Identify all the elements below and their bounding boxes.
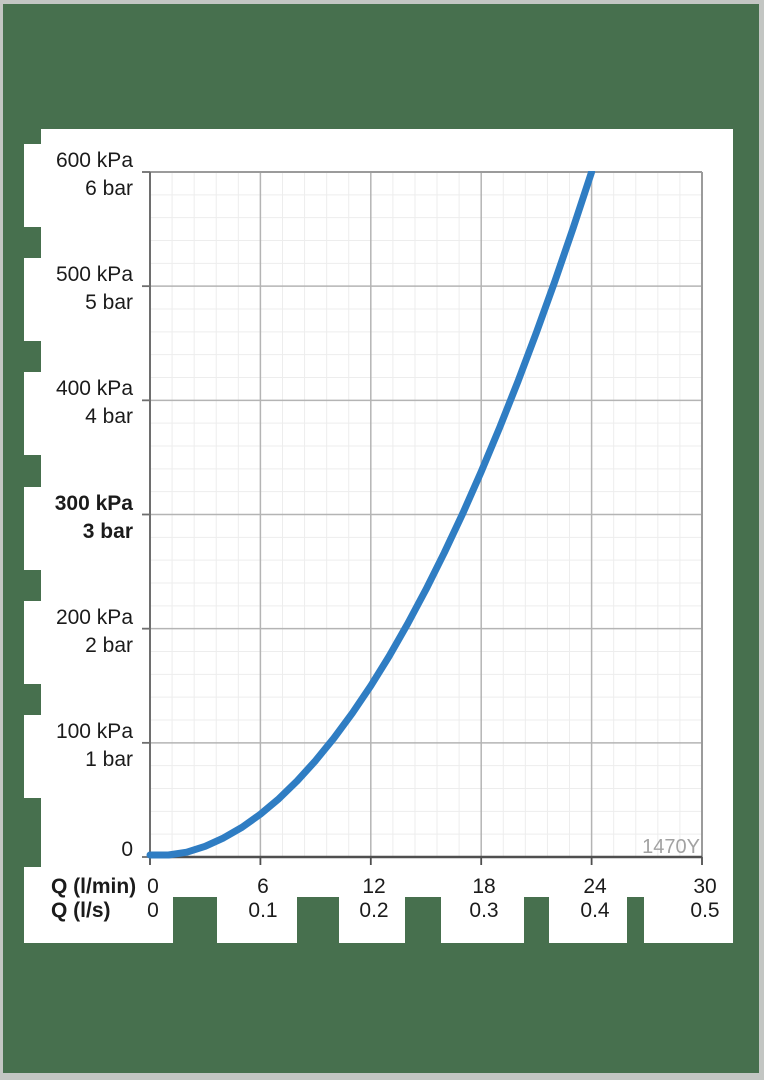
chart-panel [41, 129, 733, 897]
x-axis-title-ls: Q (l/s) [51, 899, 111, 922]
label-step-block [339, 896, 405, 943]
y-axis-label: 400 kPa 4 bar [56, 375, 133, 431]
y-axis-label: 500 kPa 5 bar [56, 261, 133, 317]
x-axis-value: 0.1 [248, 899, 278, 922]
x-axis-value: 0 [147, 875, 159, 898]
label-step-block [24, 144, 42, 227]
y-axis-label-bar: 1 bar [85, 748, 133, 771]
y-axis-zero-label: 0 [121, 838, 133, 861]
label-step-block [24, 715, 42, 798]
x-axis-value: 30 [693, 875, 717, 898]
x-axis-value: 0.5 [690, 899, 720, 922]
watermark-label: 1470Y [642, 836, 700, 858]
x-axis-value: 0.3 [469, 899, 499, 922]
plot-area [142, 171, 703, 865]
y-axis-label-bar: 5 bar [85, 291, 133, 314]
x-axis-value: 24 [583, 875, 607, 898]
x-axis-title-lmin: Q (l/min) [51, 875, 137, 898]
x-axis-value: 18 [472, 875, 496, 898]
label-step-block [24, 372, 42, 455]
y-axis-label: 100 kPa 1 bar [56, 718, 133, 774]
y-axis-label: 300 kPa 3 bar [55, 490, 133, 546]
label-step-block [644, 896, 733, 943]
y-axis-label-bar: 3 bar [82, 520, 133, 543]
x-axis-band [24, 867, 733, 897]
page-border-bottom [0, 1073, 764, 1080]
label-step-block [217, 896, 297, 943]
x-axis-value: 0.2 [359, 899, 389, 922]
y-axis-label-bar: 2 bar [85, 634, 133, 657]
label-step-block [24, 258, 42, 341]
y-axis-label: 600 kPa 6 bar [56, 147, 133, 203]
label-step-block [24, 601, 42, 684]
y-axis-label-kpa: 400 kPa [55, 377, 133, 400]
y-axis-label-kpa: 300 kPa [54, 492, 133, 515]
x-axis-value: 0 [147, 899, 159, 922]
y-axis-label: 200 kPa 2 bar [56, 604, 133, 660]
x-axis-value: 12 [362, 875, 386, 898]
y-axis-label-kpa: 500 kPa [55, 263, 133, 286]
page-border-top [0, 0, 764, 4]
x-axis-value: 6 [257, 875, 269, 898]
y-axis-label-kpa: 600 kPa [55, 149, 133, 172]
y-axis-label-bar: 6 bar [85, 177, 133, 200]
page-border-right [759, 0, 764, 1080]
label-step-block [24, 487, 42, 570]
x-axis-value: 0.4 [580, 899, 610, 922]
pressure-drop-curve [146, 171, 596, 859]
y-axis-label-kpa: 100 kPa [55, 720, 133, 743]
label-step-block [441, 896, 524, 943]
y-axis-label-bar: 4 bar [85, 405, 133, 428]
label-step-block [24, 896, 173, 943]
y-axis-label-kpa: 200 kPa [55, 606, 133, 629]
label-step-block [549, 896, 627, 943]
page-border-left [0, 0, 3, 1080]
